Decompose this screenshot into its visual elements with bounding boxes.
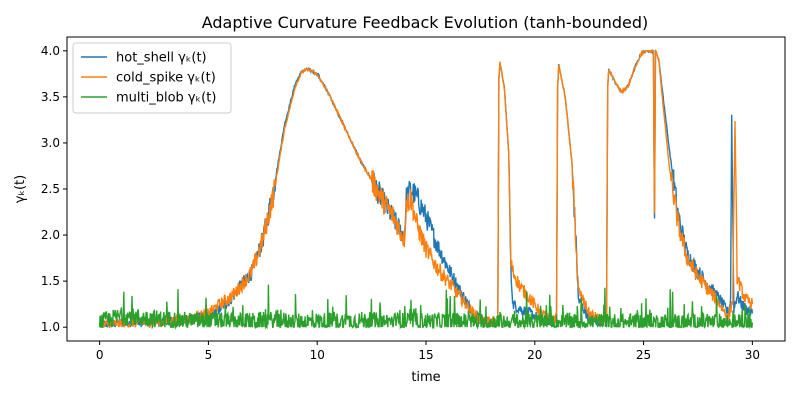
y-tick-label: 3.0 — [41, 136, 60, 150]
x-tick-label: 20 — [527, 348, 542, 362]
y-tick-label: 4.0 — [41, 44, 60, 58]
y-tick-label: 3.5 — [41, 90, 60, 104]
legend: hot_shell γₖ(t) cold_spike γₖ(t) multi_blo… — [72, 42, 232, 114]
x-tick-label: 10 — [310, 348, 325, 362]
x-tick-label: 15 — [418, 348, 433, 362]
x-tick-label: 25 — [636, 348, 651, 362]
x-tick-label: 0 — [96, 348, 104, 362]
y-axis-title: γₖ(t) — [13, 175, 28, 203]
y-tick-label: 1.5 — [41, 274, 60, 288]
chart-title: Adaptive Curvature Feedback Evolution (t… — [202, 13, 649, 32]
plot-area — [98, 48, 754, 330]
series-line-multi-blob — [98, 284, 754, 330]
x-axis-title: time — [411, 370, 440, 385]
legend-label: multi_blob γₖ(t) — [116, 91, 216, 106]
x-tick-label: 5 — [205, 348, 213, 362]
x-tick-label: 30 — [745, 348, 760, 362]
axis-ticks: 0 5 10 15 20 25 30 1.0 1.5 2.0 2.5 3.0 3.5 4.0 — [41, 44, 760, 362]
y-tick-label: 2.0 — [41, 228, 60, 242]
legend-label: hot_shell γₖ(t) — [116, 51, 207, 66]
legend-box — [72, 42, 232, 114]
y-tick-label: 1.0 — [41, 320, 60, 334]
legend-label: cold_spike γₖ(t) — [116, 71, 216, 86]
y-tick-label: 2.5 — [41, 182, 60, 196]
